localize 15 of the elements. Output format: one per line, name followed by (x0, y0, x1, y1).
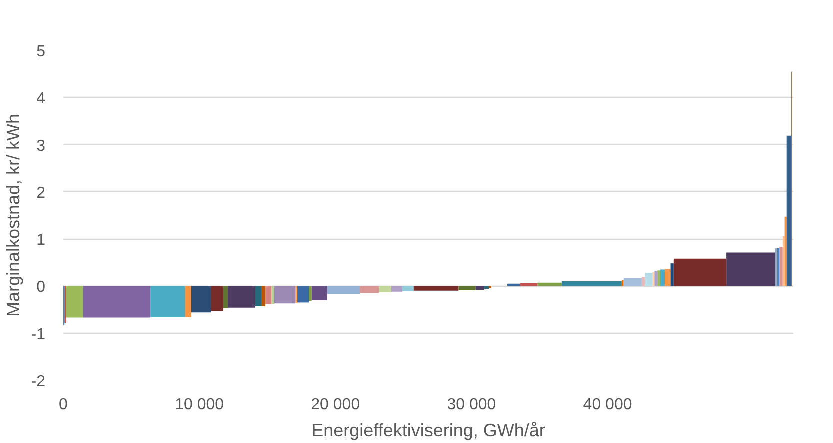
y-tick-label: 1 (36, 232, 46, 250)
y-tick-label: -1 (31, 326, 46, 344)
x-tick-label: 0 (59, 396, 68, 414)
y-tick-label: 5 (36, 44, 46, 60)
x-axis-title: Energieffektivisering, GWh/år (312, 420, 546, 440)
y-tick-label: 0 (36, 279, 46, 296)
y-tick-label: 4 (36, 90, 46, 108)
y-tick-label: 2 (36, 184, 46, 202)
x-tick-label: 30 000 (447, 396, 496, 414)
x-tick-label: 20 000 (311, 396, 360, 414)
y-axis-title: Marginalkostnad, kr/ kWh (3, 114, 24, 318)
y-tick-label: 3 (36, 138, 46, 155)
y-tick-label: -2 (31, 374, 46, 390)
x-tick-label: 40 000 (583, 396, 632, 414)
x-tick-label: 10 000 (175, 396, 224, 414)
